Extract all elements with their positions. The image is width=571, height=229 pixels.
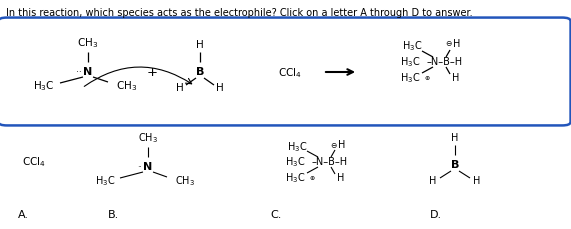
Text: $\mathregular{H_3C}$: $\mathregular{H_3C}$ bbox=[400, 55, 420, 69]
Text: ··: ·· bbox=[76, 68, 82, 77]
Text: $\mathregular{H_3C}$: $\mathregular{H_3C}$ bbox=[34, 79, 55, 93]
Text: $\ominus$: $\ominus$ bbox=[445, 39, 453, 49]
Text: –N–B–H: –N–B–H bbox=[312, 157, 348, 167]
Text: B.: B. bbox=[108, 210, 119, 220]
Text: $\mathregular{H_3C}$: $\mathregular{H_3C}$ bbox=[400, 71, 420, 85]
Text: $\mathregular{H_3C}$: $\mathregular{H_3C}$ bbox=[95, 174, 115, 188]
Text: $\mathregular{CH_3}$: $\mathregular{CH_3}$ bbox=[78, 36, 99, 50]
Text: $\mathregular{CH_3}$: $\mathregular{CH_3}$ bbox=[138, 131, 158, 145]
Text: N: N bbox=[143, 162, 152, 172]
Text: –N–B–H: –N–B–H bbox=[427, 57, 463, 67]
Text: H: H bbox=[337, 173, 344, 183]
Text: H: H bbox=[429, 176, 437, 186]
Text: A.: A. bbox=[18, 210, 29, 220]
Text: In this reaction, which species acts as the electrophile? Click on a letter A th: In this reaction, which species acts as … bbox=[6, 8, 473, 18]
Text: H: H bbox=[451, 133, 459, 143]
Text: $\mathregular{CCl_4}$: $\mathregular{CCl_4}$ bbox=[22, 155, 46, 169]
Text: H: H bbox=[216, 83, 224, 93]
Text: C.: C. bbox=[270, 210, 282, 220]
Text: $\mathregular{H_3C}$: $\mathregular{H_3C}$ bbox=[285, 155, 305, 169]
Text: +: + bbox=[147, 65, 158, 79]
Text: $\mathregular{H_3C}$: $\mathregular{H_3C}$ bbox=[287, 140, 307, 154]
Text: $\mathregular{CH_3}$: $\mathregular{CH_3}$ bbox=[175, 174, 195, 188]
Text: ··: ·· bbox=[136, 164, 142, 172]
Text: H: H bbox=[176, 83, 184, 93]
Text: H: H bbox=[473, 176, 481, 186]
Text: $\mathregular{H_3C}$: $\mathregular{H_3C}$ bbox=[402, 39, 423, 53]
Text: $\mathregular{H_3C}$: $\mathregular{H_3C}$ bbox=[285, 171, 305, 185]
Text: D.: D. bbox=[430, 210, 442, 220]
Text: $\oplus$: $\oplus$ bbox=[309, 174, 316, 182]
Text: B: B bbox=[451, 160, 459, 170]
FancyBboxPatch shape bbox=[0, 18, 570, 125]
Text: H: H bbox=[338, 140, 345, 150]
Text: $\mathregular{CH_3}$: $\mathregular{CH_3}$ bbox=[116, 79, 137, 93]
Text: N: N bbox=[83, 67, 93, 77]
Text: H: H bbox=[452, 73, 460, 83]
Text: H: H bbox=[453, 39, 460, 49]
Text: $\ominus$: $\ominus$ bbox=[330, 141, 337, 150]
Text: $\oplus$: $\oplus$ bbox=[424, 74, 431, 82]
Text: H: H bbox=[196, 40, 204, 50]
Text: $\mathregular{CCl_4}$: $\mathregular{CCl_4}$ bbox=[278, 66, 302, 80]
Text: B: B bbox=[196, 67, 204, 77]
